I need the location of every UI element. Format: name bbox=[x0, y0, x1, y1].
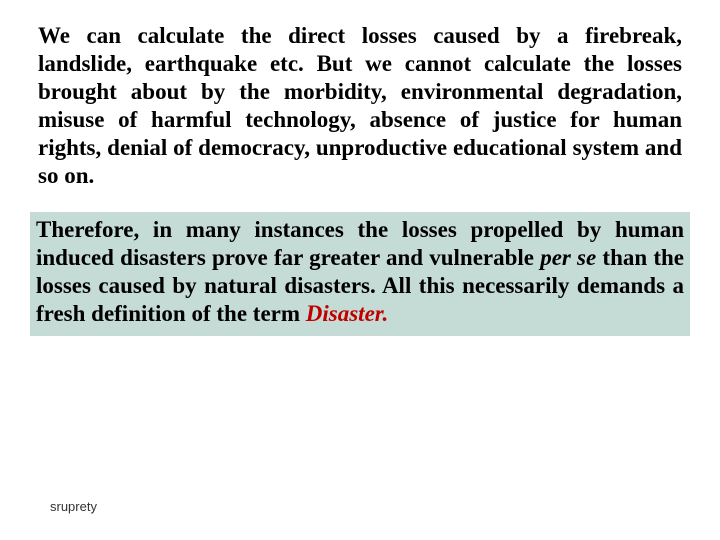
slide-container: We can calculate the direct losses cause… bbox=[0, 0, 720, 540]
paragraph2-italic-perse: per se bbox=[540, 245, 596, 270]
paragraph-direct-losses: We can calculate the direct losses cause… bbox=[38, 22, 682, 190]
paragraph-conclusion: Therefore, in many instances the losses … bbox=[36, 216, 684, 328]
paragraph2-highlight-disaster: Disaster. bbox=[306, 301, 388, 326]
footer-author: sruprety bbox=[50, 499, 97, 514]
highlighted-paragraph-box: Therefore, in many instances the losses … bbox=[30, 212, 690, 336]
